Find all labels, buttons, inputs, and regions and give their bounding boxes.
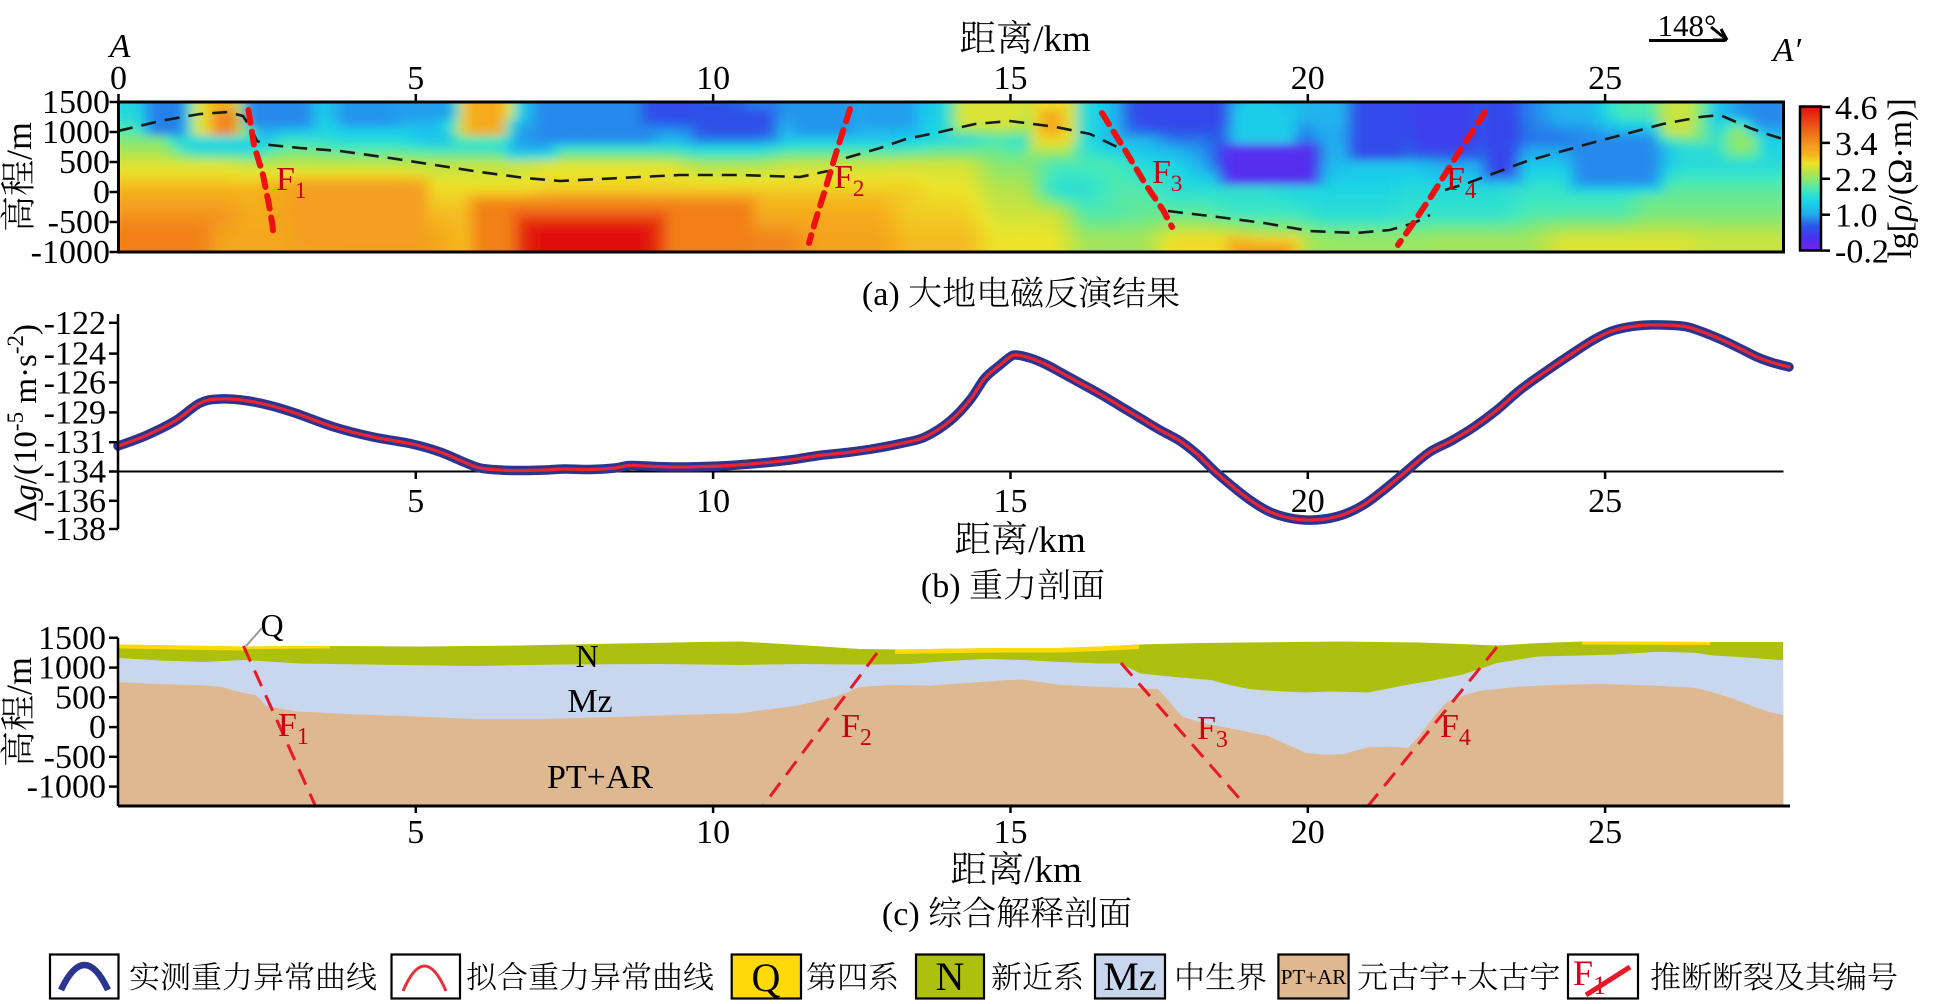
svg-text:0: 0 <box>89 709 106 746</box>
svg-text:15: 15 <box>994 60 1028 97</box>
svg-text:PT+AR: PT+AR <box>547 759 653 796</box>
svg-text:/m: /m <box>0 122 39 160</box>
svg-text:2.2: 2.2 <box>1835 162 1878 199</box>
svg-text:5: 5 <box>407 60 424 97</box>
svg-text:/km: /km <box>1028 520 1086 561</box>
svg-text:-126: -126 <box>44 364 106 401</box>
svg-text:25: 25 <box>1588 483 1622 520</box>
svg-text:1.0: 1.0 <box>1835 198 1878 235</box>
svg-text:F2: F2 <box>841 708 872 751</box>
svg-text:A: A <box>108 28 131 65</box>
svg-text:Mz: Mz <box>1103 954 1156 999</box>
svg-text:15: 15 <box>994 483 1028 520</box>
svg-text:(c): (c) <box>882 896 920 933</box>
svg-text:5: 5 <box>407 483 424 520</box>
svg-text:N: N <box>936 954 965 999</box>
svg-text:-138: -138 <box>44 511 106 548</box>
svg-text:3.4: 3.4 <box>1835 126 1878 163</box>
svg-text:15: 15 <box>994 814 1028 851</box>
svg-text:/km: /km <box>1033 19 1091 60</box>
svg-text:A′: A′ <box>1771 32 1802 69</box>
svg-text:F3: F3 <box>1197 710 1228 753</box>
svg-text:148°: 148° <box>1658 8 1717 43</box>
svg-text:-136: -136 <box>44 483 106 520</box>
svg-text:Q: Q <box>260 607 283 643</box>
svg-text:-134: -134 <box>44 454 106 491</box>
svg-text:20: 20 <box>1291 483 1325 520</box>
svg-text:20: 20 <box>1291 60 1325 97</box>
svg-text:(b): (b) <box>921 568 961 605</box>
svg-text:-131: -131 <box>44 424 106 461</box>
svg-text:-124: -124 <box>44 336 106 373</box>
svg-text:10: 10 <box>696 60 730 97</box>
svg-text:-1000: -1000 <box>31 234 110 271</box>
svg-text:Mz: Mz <box>567 683 612 720</box>
svg-text:10: 10 <box>696 483 730 520</box>
svg-text:-122: -122 <box>44 305 106 342</box>
svg-text:500: 500 <box>55 679 106 716</box>
svg-text:lg[ρ/(Ω·m)]: lg[ρ/(Ω·m)] <box>1882 98 1919 259</box>
svg-text:/m: /m <box>0 657 39 695</box>
svg-text:(a): (a) <box>862 276 900 313</box>
svg-text:25: 25 <box>1588 60 1622 97</box>
svg-text:/km: /km <box>1024 850 1082 891</box>
svg-text:0: 0 <box>110 60 127 97</box>
svg-text:4.6: 4.6 <box>1835 90 1878 127</box>
svg-text:20: 20 <box>1291 814 1325 851</box>
svg-text:Q: Q <box>752 955 781 1000</box>
svg-text:-500: -500 <box>44 739 106 776</box>
svg-text:5: 5 <box>407 814 424 851</box>
svg-text:1500: 1500 <box>42 84 110 121</box>
svg-text:N: N <box>575 638 598 674</box>
svg-text:+: + <box>1450 960 1467 995</box>
svg-text:25: 25 <box>1588 814 1622 851</box>
svg-text:-0.2: -0.2 <box>1835 234 1889 271</box>
svg-text:1500: 1500 <box>38 620 106 657</box>
svg-text:10: 10 <box>696 814 730 851</box>
svg-text:1000: 1000 <box>38 650 106 687</box>
svg-text:-500: -500 <box>48 204 110 241</box>
svg-text:PT+AR: PT+AR <box>1281 965 1347 989</box>
svg-text:1000: 1000 <box>42 114 110 151</box>
svg-text:0: 0 <box>93 174 110 211</box>
svg-text:500: 500 <box>59 144 110 181</box>
svg-text:-1000: -1000 <box>27 769 106 806</box>
svg-text:-129: -129 <box>44 394 106 431</box>
